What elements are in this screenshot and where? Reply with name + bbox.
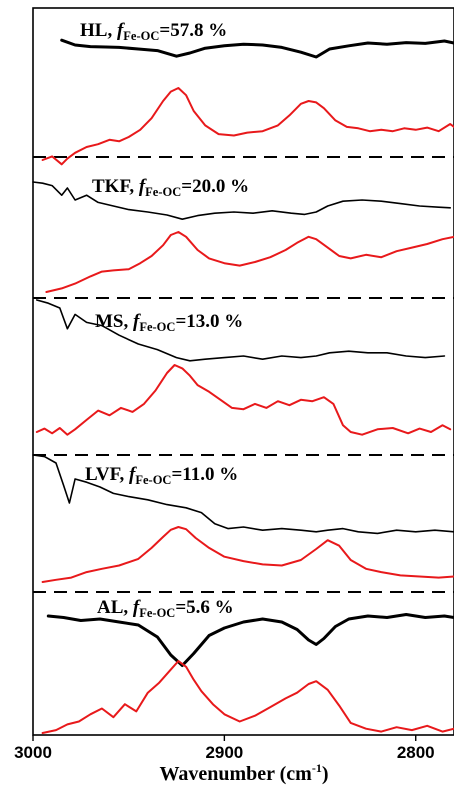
spectrum-lower-line [41, 660, 454, 734]
x-tick-label: 2800 [397, 743, 435, 762]
panel-label: LVF, fFe-OC=11.0 % [85, 464, 238, 487]
x-tick-label: 2900 [205, 743, 243, 762]
panel-label: MS, fFe-OC=13.0 % [95, 311, 243, 334]
panel-2: TKF, fFe-OC=20.0 % [32, 176, 454, 293]
plot-frame [32, 7, 454, 736]
spectrum-lower-line [45, 231, 454, 293]
panel-label: TKF, fFe-OC=20.0 % [92, 176, 249, 199]
panel-label: HL, fFe-OC=57.8 % [80, 20, 227, 43]
spectrum-upper-line [32, 181, 451, 220]
panels: HL, fFe-OC=57.8 % TKF, fFe-OC=20.0 % MS, f… [32, 20, 454, 734]
panel-4: LVF, fFe-OC=11.0 % [32, 454, 454, 583]
panel-label: AL, fFe-OC=5.6 % [97, 597, 234, 620]
spectrum-upper-line [60, 38, 454, 59]
x-axis-ticks: 3000 2900 2800 [14, 735, 435, 762]
panel-separators [33, 156, 454, 593]
panel-3: MS, fFe-OC=13.0 % [35, 299, 452, 436]
panel-5: AL, fFe-OC=5.6 % [41, 597, 454, 734]
panel-1: HL, fFe-OC=57.8 % [41, 20, 454, 166]
spectrum-lower-line [35, 364, 452, 436]
spectrum-upper-line [32, 454, 454, 535]
x-axis-title: Wavenumber (cm-1) [159, 761, 328, 785]
spectrum-upper-line [36, 299, 446, 362]
spectrum-lower-line [41, 526, 454, 583]
x-tick-label: 3000 [14, 743, 52, 762]
spectrum-upper-line [46, 613, 454, 667]
spectrum-lower-line [41, 87, 454, 166]
